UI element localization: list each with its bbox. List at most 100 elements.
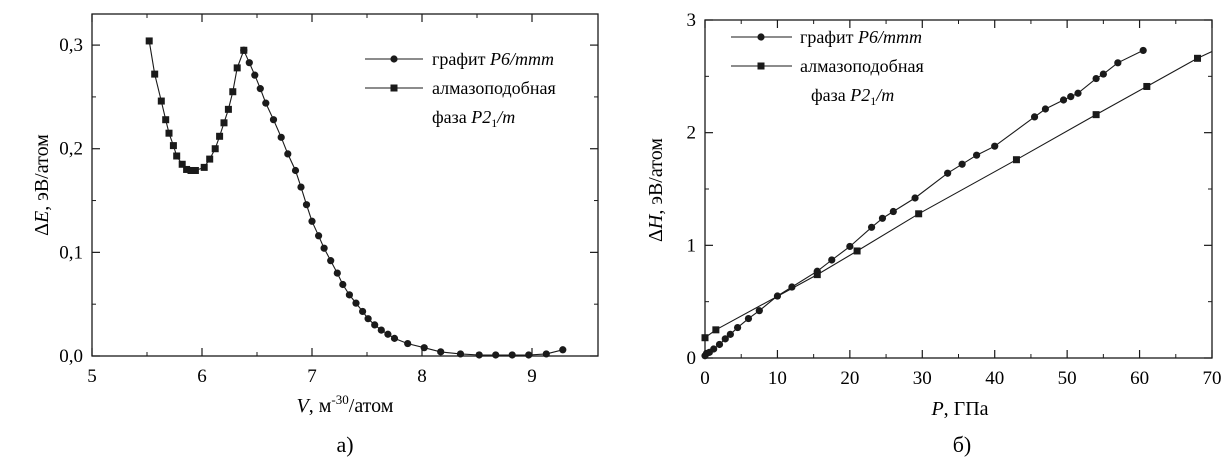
data-point-b-0-18 — [911, 194, 919, 202]
x-tick-label-b: 60 — [1130, 368, 1149, 389]
legend-b-marker-1 — [757, 33, 765, 41]
x-tick-label-b: 70 — [1203, 368, 1222, 389]
x-tick-label-b: 0 — [700, 368, 710, 389]
data-point-a-0-10 — [302, 201, 311, 209]
y-tick-label-b: 0 — [687, 348, 697, 369]
data-point-b-0-14 — [846, 242, 854, 251]
legend-b-label-2a: алмазоподобная — [800, 56, 924, 76]
y-axis-label-a: ΔE, эВ/атом — [31, 134, 53, 236]
data-point-b-0-22 — [991, 142, 999, 150]
data-point-a-0-23 — [384, 330, 392, 338]
data-point-b-0-28 — [1092, 74, 1100, 83]
data-point-a-1-16 — [224, 105, 232, 113]
data-point-a-0-25 — [404, 339, 412, 348]
data-point-a-0-24 — [390, 334, 399, 342]
data-point-b-0-6 — [726, 330, 734, 338]
series-lines-b — [704, 49, 1213, 356]
data-point-a-0-19 — [359, 307, 367, 316]
data-point-b-1-8 — [1194, 54, 1202, 62]
data-point-a-1-5 — [169, 142, 177, 150]
data-point-b-0-23 — [1030, 113, 1039, 121]
caption-a: а) — [336, 432, 353, 457]
series-line-b-1 — [704, 51, 1213, 339]
legend-a-marker-1 — [390, 55, 398, 63]
data-point-b-0-24 — [1041, 105, 1050, 113]
data-point-b-0-17 — [889, 207, 897, 216]
x-tick-label-a: 7 — [307, 366, 317, 387]
panel-a: 5 6 7 8 9 0,0 0,1 0,2 0,3 графит P6/mmm алмазопо… — [31, 13, 599, 457]
data-point-a-0-27 — [437, 348, 445, 356]
data-point-b-1-5 — [1012, 156, 1020, 164]
data-point-b-1-3 — [853, 247, 861, 255]
y-tick-label-b: 2 — [687, 123, 697, 144]
data-point-a-1-8 — [183, 165, 191, 173]
data-point-a-0-12 — [315, 232, 323, 240]
data-point-b-0-29 — [1099, 70, 1107, 78]
series-markers-b — [701, 46, 1202, 360]
x-tick-label-a: 6 — [197, 366, 207, 387]
data-point-a-1-0 — [145, 37, 153, 45]
y-tick-label-a: 0,1 — [59, 242, 83, 263]
data-point-a-1-17 — [229, 88, 237, 96]
legend-b-label-1: графит P6/mmm — [800, 27, 922, 47]
axis-ticks-b: 0 10 20 30 40 50 60 70 0 1 2 3 — [687, 10, 1222, 389]
legend-b-marker-2 — [757, 62, 765, 70]
data-point-a-0-29 — [475, 351, 483, 359]
data-point-b-1-1 — [712, 326, 720, 334]
x-axis-label-b: P, ГПа — [930, 398, 988, 420]
data-point-b-0-8 — [744, 314, 753, 323]
data-point-b-0-26 — [1067, 93, 1075, 101]
data-point-a-1-9 — [187, 166, 195, 174]
data-point-a-0-17 — [345, 291, 353, 299]
x-tick-label-b: 30 — [913, 368, 932, 389]
data-point-a-1-3 — [162, 116, 170, 124]
legend-b: графит P6/mmm алмазоподобная фаза P21/m — [731, 27, 924, 108]
data-point-b-0-7 — [733, 323, 742, 332]
data-point-b-0-30 — [1114, 59, 1122, 67]
data-point-b-1-7 — [1143, 82, 1151, 90]
data-point-a-0-15 — [333, 269, 341, 277]
data-point-b-0-21 — [973, 151, 981, 159]
data-point-a-0-33 — [542, 350, 550, 358]
data-point-a-1-2 — [157, 97, 165, 105]
data-point-b-1-0 — [701, 334, 709, 342]
data-point-a-1-6 — [173, 152, 181, 160]
data-point-b-1-2 — [813, 271, 821, 279]
data-point-a-0-26 — [420, 344, 428, 352]
data-point-a-1-13 — [211, 145, 219, 153]
data-point-a-1-15 — [220, 119, 228, 127]
data-point-b-0-27 — [1074, 89, 1082, 97]
data-point-b-1-6 — [1092, 111, 1100, 119]
legend-a: графит P6/mmm алмазоподобная фаза P21/m — [365, 49, 556, 130]
data-point-a-0-2 — [251, 71, 259, 79]
legend-a-marker-2 — [390, 84, 398, 92]
data-point-a-0-8 — [291, 166, 300, 175]
plot-frame-a — [91, 13, 599, 357]
y-tick-label-a: 0,2 — [59, 139, 83, 160]
y-tick-label-b: 3 — [687, 10, 697, 31]
data-point-a-0-13 — [320, 244, 328, 252]
y-tick-label-a: 0,3 — [59, 35, 83, 56]
data-point-b-0-10 — [773, 292, 782, 300]
legend-a-label-2a: алмазоподобная — [432, 78, 556, 98]
data-point-a-0-7 — [284, 150, 292, 158]
data-point-a-0-21 — [371, 321, 379, 329]
series-markers-a — [145, 37, 567, 359]
data-point-a-0-6 — [277, 133, 285, 141]
x-tick-label-a: 9 — [527, 366, 537, 387]
data-point-a-0-9 — [297, 183, 305, 191]
data-point-a-0-22 — [377, 326, 385, 334]
y-tick-label-a: 0,0 — [59, 346, 83, 367]
data-point-b-0-16 — [878, 214, 887, 222]
data-point-a-1-11 — [200, 163, 208, 171]
data-point-b-0-13 — [828, 256, 836, 264]
x-tick-label-a: 5 — [87, 366, 97, 387]
legend-a-label-2b: фаза P21/m — [432, 107, 515, 130]
data-point-a-0-4 — [262, 99, 270, 107]
data-point-a-0-14 — [327, 257, 335, 265]
data-point-a-1-12 — [206, 155, 214, 163]
data-point-a-0-28 — [456, 350, 465, 358]
x-axis-label-a: V, м-30/атом — [297, 392, 394, 417]
data-point-b-0-5 — [721, 335, 729, 343]
